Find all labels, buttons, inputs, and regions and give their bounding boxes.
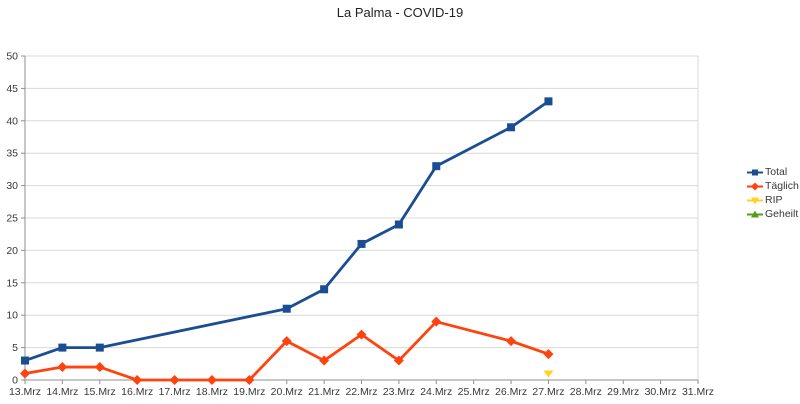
data-point-triangle-down: [543, 370, 554, 378]
y-tick-label: 35: [6, 148, 18, 160]
series-line-täglich: [24, 320, 549, 382]
x-tick-label: 26.Mrz: [495, 386, 527, 398]
data-point-square: [357, 239, 366, 248]
data-point-diamond: [356, 329, 367, 340]
data-point-diamond: [132, 375, 143, 385]
data-point-square: [544, 97, 553, 106]
x-tick-label: 23.Mrz: [383, 386, 415, 398]
legend: Total Täglich RIP Geheilt: [747, 165, 799, 221]
x-tick-label: 18.Mrz: [196, 386, 228, 398]
data-point-diamond: [169, 375, 180, 385]
legend-label: RIP: [765, 194, 783, 206]
legend-item-geheilt: Geheilt: [747, 207, 799, 221]
data-point-square: [432, 162, 441, 171]
y-tick-label: 5: [12, 342, 18, 354]
chart-title: La Palma - COVID-19: [336, 5, 464, 20]
data-point-square: [320, 285, 329, 294]
data-point-diamond: [543, 349, 554, 360]
y-tick-label: 0: [12, 375, 18, 387]
y-tick-label: 30: [6, 180, 18, 192]
y-tick-label: 40: [6, 115, 18, 127]
triangle-up-icon: [747, 210, 763, 217]
data-point-diamond: [206, 375, 217, 385]
legend-item-täglich: Täglich: [747, 179, 799, 193]
data-point-diamond: [94, 362, 105, 373]
data-point-square: [95, 343, 104, 352]
legend-label: Täglich: [765, 180, 799, 192]
x-tick-label: 15.Mrz: [84, 386, 116, 398]
data-point-diamond: [319, 355, 330, 366]
y-tick-label: 25: [6, 213, 18, 225]
legend-label: Total: [765, 166, 788, 178]
x-tick-label: 24.Mrz: [420, 386, 452, 398]
data-point-square: [58, 343, 67, 352]
square-icon: [747, 169, 763, 175]
x-tick-label: 19.Mrz: [233, 386, 265, 398]
series-line-total: [24, 100, 550, 362]
data-point-diamond: [506, 336, 517, 347]
data-point-diamond: [57, 362, 68, 373]
data-point-square: [21, 356, 29, 365]
data-point-diamond: [20, 368, 30, 379]
diamond-icon: [747, 182, 763, 190]
data-point-diamond: [244, 375, 255, 385]
data-point-diamond: [431, 316, 442, 327]
legend-label: Geheilt: [765, 208, 799, 220]
data-point-diamond: [393, 355, 404, 366]
legend-item-rip: RIP: [747, 193, 799, 207]
x-tick-label: 21.Mrz: [308, 386, 340, 398]
legend-item-total: Total: [747, 165, 799, 179]
y-tick-label: 20: [6, 245, 18, 257]
x-tick-label: 20.Mrz: [271, 386, 303, 398]
data-point-diamond: [281, 336, 292, 347]
x-tick-label: 13.Mrz: [9, 386, 41, 398]
x-tick-label: 17.Mrz: [159, 386, 191, 398]
x-tick-label: 27.Mrz: [532, 386, 564, 398]
x-tick-label: 14.Mrz: [46, 386, 78, 398]
x-tick-label: 28.Mrz: [570, 386, 602, 398]
data-point-square: [282, 304, 291, 313]
x-tick-label: 25.Mrz: [458, 386, 490, 398]
y-tick-label: 50: [6, 51, 18, 63]
x-tick-label: 16.Mrz: [121, 386, 153, 398]
y-tick-label: 10: [6, 310, 18, 322]
triangle-down-icon: [747, 197, 763, 204]
data-point-square: [394, 220, 403, 229]
x-tick-label: 31.Mrz: [682, 386, 714, 398]
y-tick-label: 45: [6, 83, 18, 95]
x-tick-label: 30.Mrz: [645, 386, 677, 398]
y-tick-label: 15: [6, 277, 18, 289]
data-point-square: [507, 123, 516, 132]
x-tick-label: 22.Mrz: [345, 386, 377, 398]
x-tick-label: 29.Mrz: [607, 386, 639, 398]
